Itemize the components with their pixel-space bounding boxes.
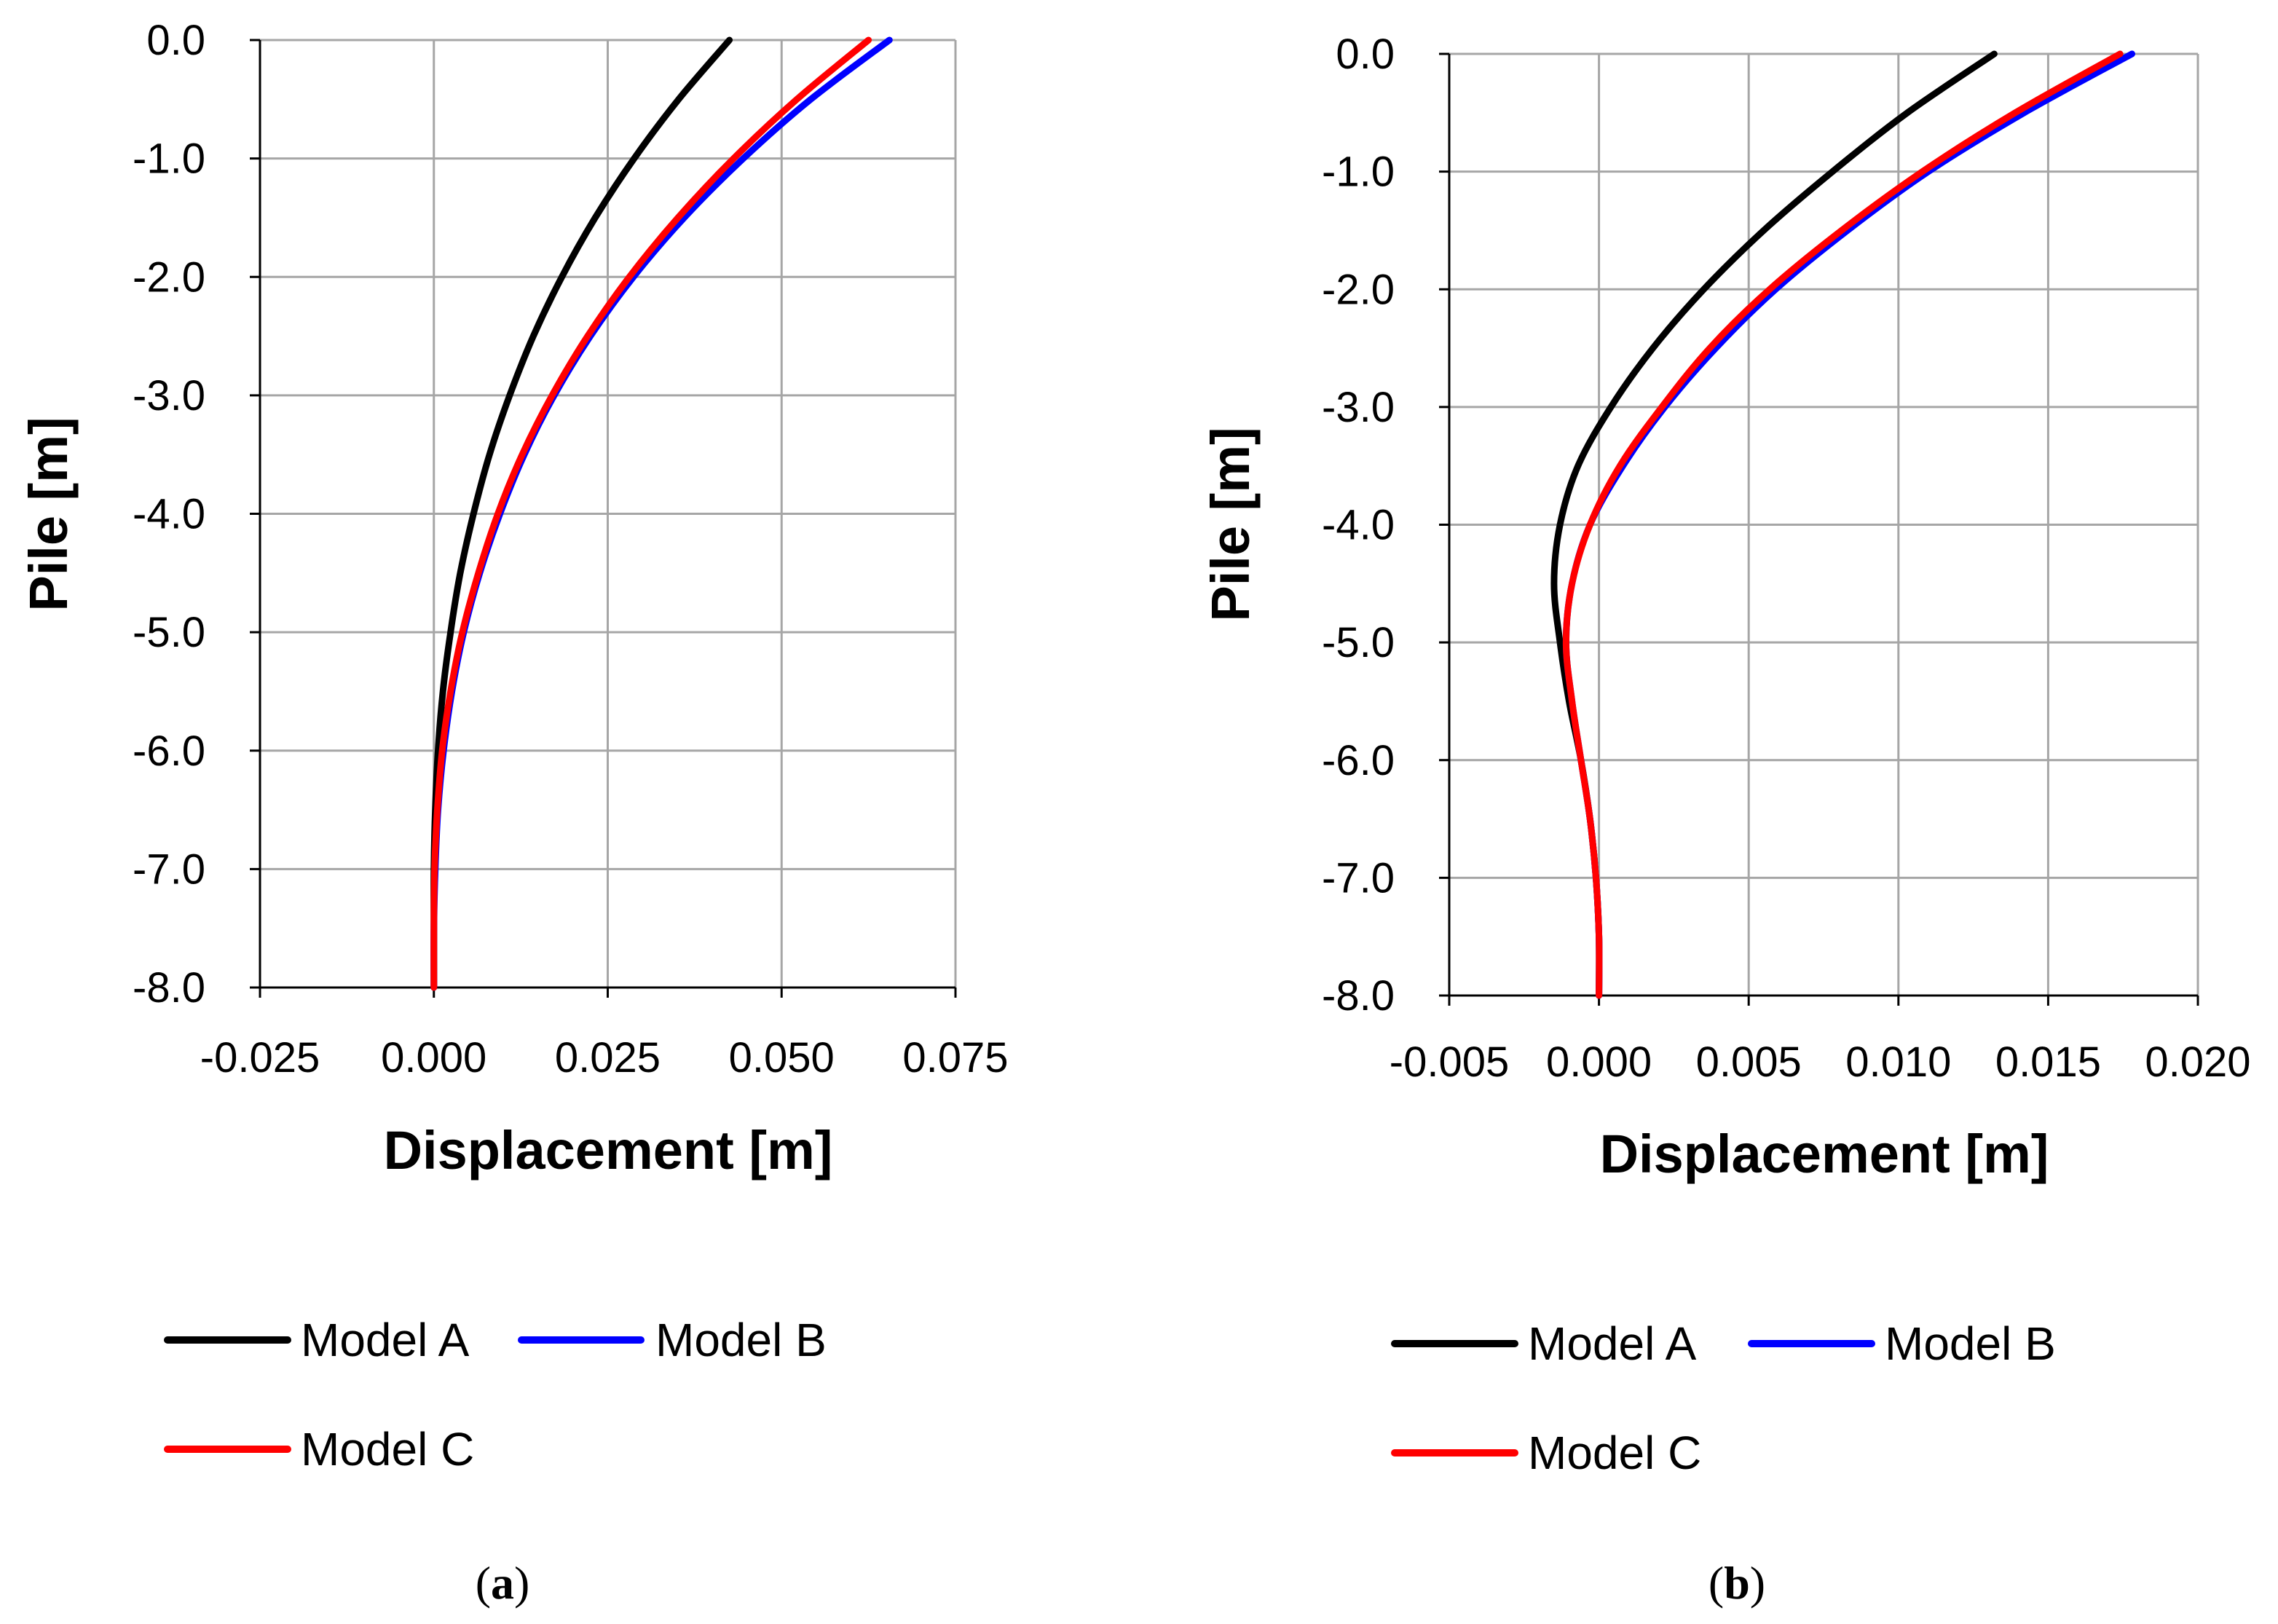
series-group: [1550, 50, 2135, 999]
legend-label: Model C: [1528, 1427, 1701, 1479]
series-line-model-c: [1562, 50, 2124, 999]
y-axis-title: Pile [m]: [18, 417, 79, 611]
gridlines: [259, 39, 957, 989]
x-axis-title: Displacement [m]: [1600, 1124, 2049, 1184]
x-axis-title: Displacement [m]: [384, 1120, 833, 1180]
y-tick-label: -2.0: [133, 253, 205, 301]
y-tick-label: -7.0: [133, 845, 205, 893]
y-tick-label: -8.0: [1322, 972, 1395, 1020]
y-tick-label: 0.0: [146, 17, 205, 64]
y-tick-label: -1.0: [1322, 149, 1395, 196]
x-tick-label: -0.005: [1390, 1038, 1509, 1086]
y-tick-label: 0.0: [1336, 31, 1395, 78]
panel-label-a: (a): [476, 1557, 530, 1609]
x-tick-label: 0.075: [902, 1034, 1008, 1081]
chart-panel-a: -0.025 0.000 0.025 0.050 0.075 0.0 -1.0 -2.0 -3.…: [18, 17, 1009, 1475]
y-tick-label: -5.0: [1322, 619, 1395, 666]
legend-label: Model A: [301, 1314, 470, 1366]
x-tick-label: 0.015: [1995, 1038, 2101, 1086]
x-tick-label: 0.025: [555, 1034, 661, 1081]
y-tick-label: -1.0: [133, 135, 205, 183]
series-line-model-c: [430, 36, 872, 991]
panel-label-b: (b): [1708, 1557, 1765, 1609]
y-tick-label: -6.0: [133, 728, 205, 775]
x-tick-label: 0.010: [1845, 1038, 1951, 1086]
panel-label-a-text: a: [491, 1557, 514, 1609]
legend-label: Model B: [655, 1314, 827, 1366]
y-tick-label: -2.0: [1322, 266, 1395, 313]
y-axis-title: Pile [m]: [1200, 427, 1261, 621]
x-tick-label: 0.020: [2145, 1038, 2250, 1086]
chart-panel-b: -0.005 0.000 0.005 0.010 0.015 0.020 0.0 -1.0 -2…: [1200, 31, 2251, 1479]
x-tick-label: 0.000: [381, 1034, 486, 1081]
y-tick-label: -4.0: [1322, 502, 1395, 549]
series-group: [430, 36, 893, 991]
y-tick-label: -8.0: [133, 964, 205, 1012]
x-tick-label: 0.000: [1546, 1038, 1652, 1086]
legend-label: Model B: [1885, 1317, 2056, 1370]
x-tick-label: 0.050: [729, 1034, 835, 1081]
y-tick-label: -4.0: [133, 491, 205, 538]
y-tick-label: -5.0: [133, 609, 205, 656]
legend-label: Model A: [1528, 1317, 1697, 1370]
y-tick-label: -7.0: [1322, 854, 1395, 902]
panel-label-b-text: b: [1724, 1557, 1750, 1609]
legend-label: Model C: [301, 1423, 474, 1475]
x-tick-label: -0.025: [200, 1034, 320, 1081]
y-tick-label: -3.0: [1322, 384, 1395, 431]
y-tick-label: -6.0: [1322, 737, 1395, 784]
legend: Model A Model B Model C: [1391, 1317, 2056, 1479]
y-tick-label: -3.0: [133, 372, 205, 419]
legend: Model A Model B Model C: [164, 1314, 827, 1475]
x-tick-label: 0.005: [1696, 1038, 1802, 1086]
